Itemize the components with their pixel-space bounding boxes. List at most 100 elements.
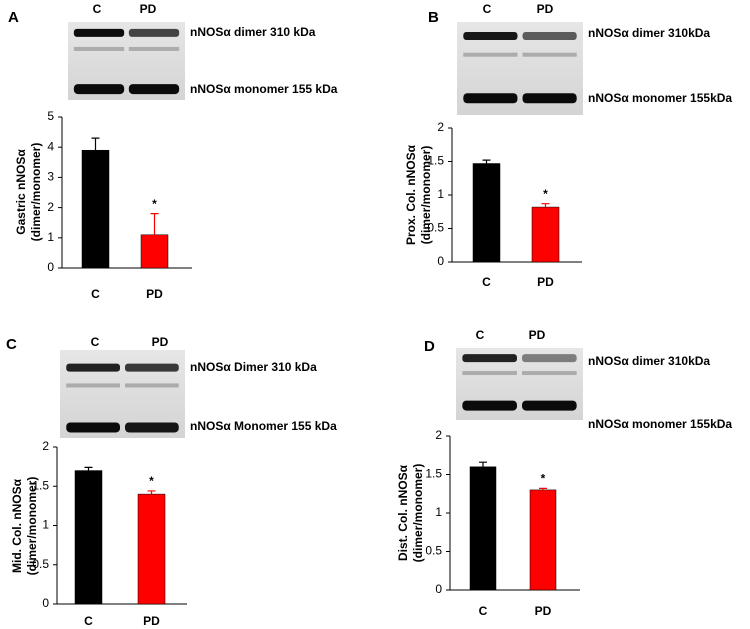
y-tick-label: 0 <box>435 582 442 596</box>
x-tick-label: C <box>482 275 491 289</box>
lane-label: PD <box>140 2 157 16</box>
y-tick-label: 2 <box>435 428 442 442</box>
blot-band <box>463 93 518 104</box>
y-tick-label: 1.5 <box>425 467 442 481</box>
error-bar <box>482 159 491 164</box>
lane-label: C <box>483 2 492 16</box>
error-bar <box>539 487 547 490</box>
blot-band <box>66 363 120 372</box>
significance-mark: * <box>543 187 548 201</box>
blot-band <box>463 52 518 57</box>
y-tick-label: 0.5 <box>32 557 49 571</box>
y-axis-label: Prox. Col. nNOSα <box>404 144 418 245</box>
blot-band <box>463 31 518 40</box>
bar <box>529 489 557 591</box>
blot-band <box>522 31 577 40</box>
bar <box>81 149 110 269</box>
y-axis-label: (dimer/monomer) <box>29 143 43 242</box>
blot-band <box>522 354 577 363</box>
x-tick-label: PD <box>537 275 554 289</box>
y-tick-label: 0 <box>42 596 49 610</box>
blot-band <box>462 371 517 376</box>
blot-band <box>128 46 180 51</box>
lane-label: C <box>476 328 485 342</box>
band-label: nNOSα monomer 155kDa <box>588 417 732 431</box>
lane-label: PD <box>537 2 554 16</box>
bar <box>469 466 497 591</box>
y-tick-label: 2 <box>42 439 49 453</box>
y-tick-label: 2 <box>47 200 54 214</box>
lane-label: PD <box>529 328 546 342</box>
error-bar <box>91 137 100 151</box>
x-tick-label: PD <box>146 287 163 301</box>
blot-band <box>462 354 517 363</box>
band-label: nNOSα Monomer 155 kDa <box>190 419 337 433</box>
lane-label: C <box>93 2 102 16</box>
panel-letter: D <box>424 338 435 355</box>
y-tick-label: 1 <box>437 187 444 201</box>
y-tick-label: 0.5 <box>427 221 444 235</box>
bar <box>531 206 560 263</box>
y-tick-label: 0 <box>437 254 444 268</box>
blot-band <box>73 84 125 95</box>
y-tick-label: 0 <box>47 260 54 274</box>
blot-band <box>522 400 577 411</box>
error-bar <box>150 213 159 235</box>
blot-band <box>125 383 179 388</box>
blot-band <box>125 363 179 372</box>
bar <box>137 493 166 605</box>
panel-letter: B <box>428 9 439 26</box>
y-tick-label: 2 <box>437 120 444 134</box>
blot-band <box>522 371 577 376</box>
blot-band <box>128 84 180 95</box>
y-axis-label: Dist. Col. nNOSα <box>396 464 410 561</box>
x-tick-label: C <box>91 287 100 301</box>
blot-band <box>522 52 577 57</box>
y-tick-label: 0.5 <box>425 544 442 558</box>
band-label: nNOSα dimer 310 kDa <box>190 25 316 39</box>
y-tick-label: 1.5 <box>32 478 49 492</box>
panel-letter: A <box>8 9 19 26</box>
panel-letter: C <box>6 336 17 353</box>
error-bar <box>84 466 93 471</box>
blot-band <box>66 422 120 433</box>
blot-band <box>462 400 517 411</box>
bar <box>140 234 169 269</box>
blot-band <box>125 422 179 433</box>
band-label: nNOSα monomer 155 kDa <box>190 82 338 96</box>
band-label: nNOSα dimer 310kDa <box>588 354 710 368</box>
blot-band <box>73 46 125 51</box>
y-tick-label: 3 <box>47 170 54 184</box>
lane-label: C <box>91 335 100 349</box>
blot-band <box>128 28 180 37</box>
x-tick-label: C <box>84 614 93 628</box>
bar <box>472 163 501 263</box>
y-axis-label: (dimer/monomer) <box>411 464 425 563</box>
significance-mark: * <box>149 474 154 488</box>
error-bar <box>479 461 487 467</box>
significance-mark: * <box>541 472 546 486</box>
error-bar <box>541 203 550 208</box>
y-axis-label: Mid. Col. nNOSα <box>10 478 24 573</box>
error-bar <box>147 490 156 495</box>
y-tick-label: 1.5 <box>427 154 444 168</box>
lane-label: PD <box>152 335 169 349</box>
band-label: nNOSα dimer 310kDa <box>588 26 710 40</box>
blot-band <box>522 93 577 104</box>
x-tick-label: PD <box>535 604 552 618</box>
y-axis-label: (dimer/monomer) <box>25 477 39 576</box>
y-axis-label: Gastric nNOSα <box>14 149 28 235</box>
blot-band <box>73 28 125 37</box>
y-tick-label: 1 <box>47 230 54 244</box>
blot-band <box>66 383 120 388</box>
significance-mark: * <box>152 197 157 211</box>
bar <box>74 470 103 605</box>
x-tick-label: C <box>479 604 488 618</box>
y-tick-label: 1 <box>435 505 442 519</box>
x-tick-label: PD <box>143 614 160 628</box>
band-label: nNOSα Dimer 310 kDa <box>190 360 317 374</box>
y-tick-label: 4 <box>47 139 54 153</box>
band-label: nNOSα monomer 155kDa <box>588 91 732 105</box>
y-tick-label: 5 <box>47 109 54 123</box>
